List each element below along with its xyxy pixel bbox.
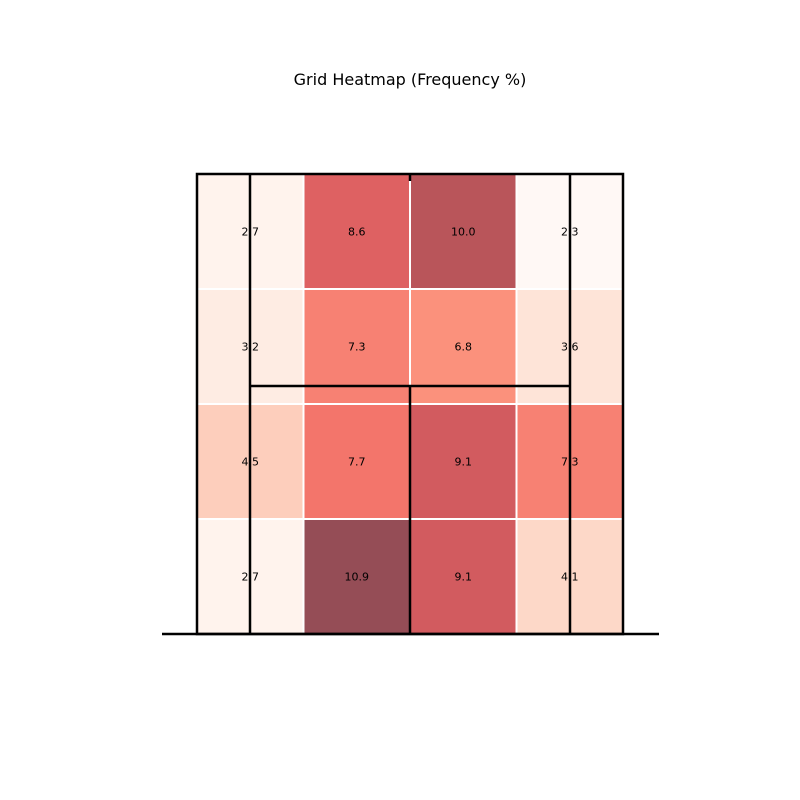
heatmap-cell-label-r0-c1: 8.6	[348, 226, 366, 239]
heatmap-cell-r3-c2	[409, 518, 518, 635]
heatmap-labels: 2.7 8.6 10.0 2.33.2 7.3 6.8 3.64.5 7.7 9.1 7.32.7…	[242, 226, 579, 584]
heatmap-cell-label-r2-c1: 7.7	[348, 456, 366, 469]
heatmap-cell-label-r3-c2: 9.1	[455, 571, 473, 584]
heatmap-cell-label-r1-c1: 7.3	[348, 341, 366, 354]
heatmap-cell-label-r1-c2: 6.8	[455, 341, 473, 354]
heatmap-cell-label-r0-c2: 10.0	[451, 226, 476, 239]
court-outline	[162, 172, 659, 636]
heatmap-cell-label-r2-c2: 9.1	[455, 456, 473, 469]
heatmap-cell-r3-c1	[302, 518, 411, 635]
heatmap-cell-label-r3-c1: 10.9	[345, 571, 370, 584]
heatmap-cell-r2-c2	[409, 403, 518, 520]
chart-title: Grid Heatmap (Frequency %)	[293, 70, 527, 89]
